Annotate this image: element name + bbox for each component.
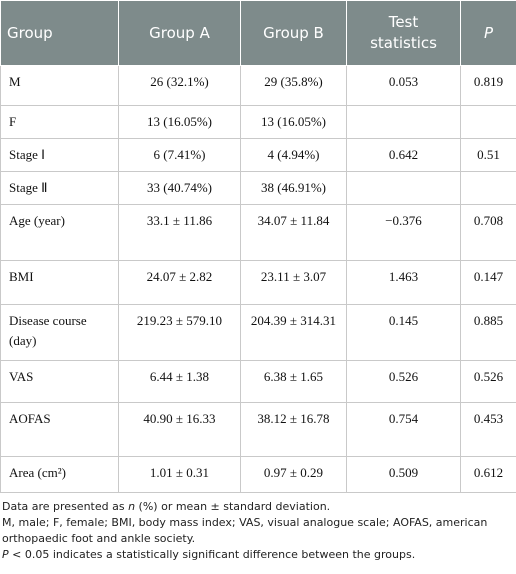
table-cell: 33 (40.74%) bbox=[118, 171, 241, 205]
table-cell: 33.1 ± 11.86 bbox=[118, 204, 241, 261]
table-cell: 13 (16.05%) bbox=[118, 105, 241, 139]
table-cell: −0.376 bbox=[346, 204, 461, 261]
table-cell bbox=[346, 105, 461, 139]
table-cell: 0.612 bbox=[460, 456, 516, 493]
header-cell: P bbox=[460, 0, 516, 66]
note-text: n bbox=[128, 500, 136, 513]
table-row: VAS 6.44 ± 1.38 6.38 ± 1.65 0.526 0.526 bbox=[0, 360, 516, 403]
table-cell: 0.509 bbox=[346, 456, 461, 493]
note-text: Data are presented as bbox=[2, 500, 129, 513]
table-cell: 6 (7.41%) bbox=[118, 138, 241, 172]
table-cell: 6.44 ± 1.38 bbox=[118, 360, 241, 403]
data-table: Group Group A Group B Test statistics P … bbox=[0, 0, 516, 493]
note-text: < 0.05 indicates a statistically signifi… bbox=[8, 548, 416, 561]
table-cell: 1.01 ± 0.31 bbox=[118, 456, 241, 493]
table-cell: 0.885 bbox=[460, 304, 516, 361]
header-row: Group Group A Group B Test statistics P bbox=[0, 0, 516, 66]
table-row: M 26 (32.1%) 29 (35.8%) 0.053 0.819 bbox=[0, 65, 516, 106]
table-row: AOFAS 40.90 ± 16.33 38.12 ± 16.78 0.754 0.45… bbox=[0, 402, 516, 457]
table-cell: 0.642 bbox=[346, 138, 461, 172]
note: M, male; F, female; BMI, body mass index… bbox=[2, 515, 514, 547]
table-row: Age (year) 33.1 ± 11.86 34.07 ± 11.84 −0.37… bbox=[0, 204, 516, 261]
table-row: Area (cm²) 1.01 ± 0.31 0.97 ± 0.29 0.509 0.6… bbox=[0, 456, 516, 493]
table-cell: Area (cm²) bbox=[0, 456, 119, 493]
table-cell: 0.526 bbox=[460, 360, 516, 403]
note-text: P bbox=[2, 548, 9, 561]
table-cell: 0.97 ± 0.29 bbox=[240, 456, 347, 493]
table-row: BMI 24.07 ± 2.82 23.11 ± 3.07 1.463 0.147 bbox=[0, 260, 516, 305]
table-cell: 34.07 ± 11.84 bbox=[240, 204, 347, 261]
note: P < 0.05 indicates a statistically signi… bbox=[2, 547, 514, 563]
table-cell: 29 (35.8%) bbox=[240, 65, 347, 106]
header-cell: Test statistics bbox=[346, 0, 461, 66]
table-cell: Stage Ⅰ bbox=[0, 138, 119, 172]
table-cell: 4 (4.94%) bbox=[240, 138, 347, 172]
table-row: F 13 (16.05%) 13 (16.05%) bbox=[0, 105, 516, 139]
table-cell bbox=[346, 171, 461, 205]
table-cell: 0.526 bbox=[346, 360, 461, 403]
note-text: (%) or mean ± standard deviation. bbox=[135, 500, 331, 513]
table-cell: Age (year) bbox=[0, 204, 119, 261]
table-cell: 0.754 bbox=[346, 402, 461, 457]
table-cell: 0.708 bbox=[460, 204, 516, 261]
table-cell: 40.90 ± 16.33 bbox=[118, 402, 241, 457]
table-cell: 24.07 ± 2.82 bbox=[118, 260, 241, 305]
table-cell: 0.147 bbox=[460, 260, 516, 305]
table-cell: F bbox=[0, 105, 119, 139]
notes: Data are presented as n (%) or mean ± st… bbox=[0, 493, 516, 563]
note: Data are presented as n (%) or mean ± st… bbox=[2, 499, 514, 515]
table-cell bbox=[460, 105, 516, 139]
table-cell: 219.23 ± 579.10 bbox=[118, 304, 241, 361]
table-cell: 1.463 bbox=[346, 260, 461, 305]
table-cell: AOFAS bbox=[0, 402, 119, 457]
header-cell: Group bbox=[0, 0, 119, 66]
table-cell: Disease course (day) bbox=[0, 304, 119, 361]
header-cell: Group B bbox=[240, 0, 347, 66]
table-cell: 0.819 bbox=[460, 65, 516, 106]
table-cell: 0.453 bbox=[460, 402, 516, 457]
table-cell: 26 (32.1%) bbox=[118, 65, 241, 106]
table-cell: 23.11 ± 3.07 bbox=[240, 260, 347, 305]
table-row: Disease course (day) 219.23 ± 579.10 204.3… bbox=[0, 304, 516, 361]
table-cell: 204.39 ± 314.31 bbox=[240, 304, 347, 361]
table-cell: 38 (46.91%) bbox=[240, 171, 347, 205]
table-cell: VAS bbox=[0, 360, 119, 403]
table-body: M 26 (32.1%) 29 (35.8%) 0.053 0.819 F 13 (16.0… bbox=[0, 65, 516, 493]
table-cell: 38.12 ± 16.78 bbox=[240, 402, 347, 457]
table-cell: 13 (16.05%) bbox=[240, 105, 347, 139]
table-cell: 0.145 bbox=[346, 304, 461, 361]
table-cell: 0.053 bbox=[346, 65, 461, 106]
table-cell: 6.38 ± 1.65 bbox=[240, 360, 347, 403]
note-text: M, male; F, female; BMI, body mass index… bbox=[2, 516, 488, 545]
table-row: Stage Ⅱ 33 (40.74%) 38 (46.91%) bbox=[0, 171, 516, 205]
table-cell: M bbox=[0, 65, 119, 106]
table-cell: BMI bbox=[0, 260, 119, 305]
table-cell: Stage Ⅱ bbox=[0, 171, 119, 205]
table-cell: 0.51 bbox=[460, 138, 516, 172]
table-cell bbox=[460, 171, 516, 205]
header-cell: Group A bbox=[118, 0, 241, 66]
